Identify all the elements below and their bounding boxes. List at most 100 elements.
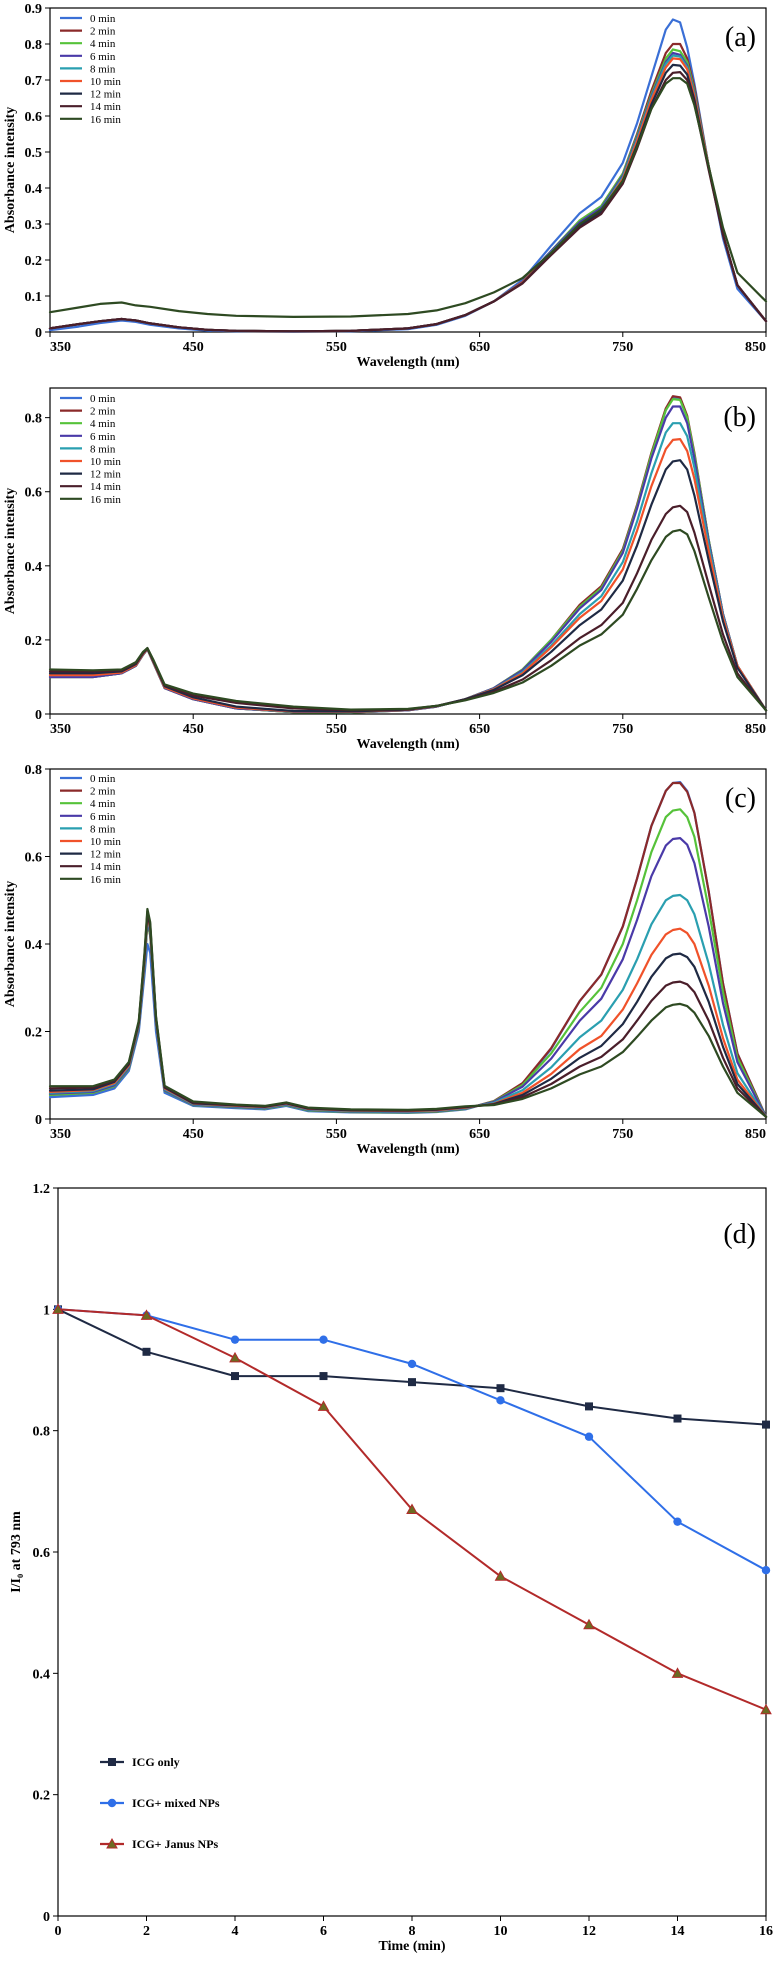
data-point [142, 1347, 151, 1356]
legend-label: 14 min [90, 101, 121, 113]
panel-a: 350 450 550 650 750 850 0 0.1 0.2 0.3 0.4 0.5 0.6 0.7… [3, 2, 768, 370]
data-point [673, 1414, 682, 1423]
data-point [408, 1378, 416, 1387]
y-tick-label: 0.4 [25, 560, 43, 575]
x-axis-label: Wavelength (nm) [356, 737, 459, 752]
x-tick-label: 450 [183, 1127, 204, 1142]
panel-label: (b) [723, 402, 756, 433]
x-tick-label: 16 [759, 1924, 773, 1939]
y-tick-label: 0.7 [25, 74, 43, 89]
legend-label: 4 min [90, 418, 116, 430]
series-line [48, 18, 768, 333]
x-tick-label: 550 [326, 1127, 347, 1142]
legend-label: 0 min [90, 393, 116, 405]
y-tick-label: 0.5 [25, 146, 43, 161]
data-point [761, 1566, 771, 1575]
legend-label: ICG only [132, 1755, 180, 1769]
y-tick-label: 0.6 [33, 1546, 51, 1561]
legend-label: ICG+ Janus NPs [132, 1837, 219, 1851]
x-tick-label: 550 [326, 340, 347, 355]
legend-label: 14 min [90, 481, 121, 493]
series-line [48, 70, 768, 333]
y-tick-label: 0.3 [25, 218, 43, 233]
legend-label: 4 min [90, 798, 116, 810]
y-tick-label: 0.4 [33, 1667, 51, 1682]
y-axis-label: Absorbance intensity [3, 881, 18, 1007]
x-tick-label: 10 [494, 1924, 508, 1939]
data-point [229, 1351, 241, 1363]
x-tick-label: 650 [469, 340, 490, 355]
series-line [48, 907, 768, 1118]
legend-label: 0 min [90, 13, 116, 25]
legend-label: 2 min [90, 26, 116, 38]
panel-label: (c) [725, 783, 756, 814]
legend-label: 6 min [90, 811, 116, 823]
data-point [317, 1400, 330, 1411]
panel-b: 350 450 550 650 750 850 0 0.2 0.4 0.6 0.8 Wavelengt… [3, 387, 768, 752]
legend-label: 8 min [90, 443, 116, 455]
y-tick-label: 0.8 [25, 38, 43, 53]
y-tick-label: 0.9 [25, 2, 43, 17]
x-tick-label: 650 [469, 1127, 490, 1142]
legend-label: 10 min [90, 456, 121, 468]
legend-label: 8 min [90, 823, 116, 835]
y-tick-label: 0 [35, 1113, 42, 1128]
y-tick-label: 1 [43, 1303, 50, 1318]
legend-marker [108, 1758, 116, 1766]
x-tick-label: 14 [671, 1924, 685, 1939]
y-tick-label: 0.1 [25, 290, 43, 305]
y-axis-label: I/I₀ at 793 nm [9, 1511, 24, 1593]
legend-label: 14 min [90, 861, 121, 873]
plot-frame [49, 387, 767, 715]
x-tick-label: 850 [745, 722, 766, 737]
y-tick-label: 0.6 [25, 110, 43, 125]
y-tick-label: 0.2 [33, 1789, 51, 1804]
x-tick-label: 6 [320, 1924, 327, 1939]
data-point [319, 1335, 328, 1344]
x-tick-label: 850 [745, 1127, 766, 1142]
y-tick-label: 0.8 [33, 1425, 51, 1440]
legend-marker [106, 1837, 118, 1849]
x-tick-label: 750 [612, 722, 633, 737]
data-point [673, 1517, 682, 1526]
y-axis-label: Absorbance intensity [3, 107, 18, 233]
x-tick-label: 12 [582, 1924, 596, 1939]
panel-c: 350 450 550 650 750 850 0 0.2 0.4 0.6 0.8 Wavelengt… [3, 763, 768, 1157]
legend-label: 16 min [90, 874, 121, 886]
panel-d: 0 2 4 6 8 10 12 14 16 0 0.2 0.4 0.6 0.8 1 1.2 Time (min)… [9, 1182, 773, 1954]
data-point [406, 1503, 418, 1515]
legend-label: 12 min [90, 849, 121, 861]
y-tick-label: 0.6 [25, 486, 43, 501]
data-point [585, 1402, 593, 1411]
legend-label: 0 min [90, 773, 116, 785]
legend-label: 6 min [90, 51, 116, 63]
x-tick-label: 8 [409, 1924, 416, 1939]
panel-label: (a) [725, 22, 756, 53]
x-axis-label: Time (min) [378, 1939, 445, 1954]
legend: ICG only ICG+ mixed NPs ICG+ Janus NPs [100, 1755, 220, 1851]
legend-label: 10 min [90, 836, 121, 848]
y-tick-label: 0.2 [25, 254, 43, 269]
data-point [319, 1372, 328, 1381]
series-line [48, 77, 768, 318]
x-tick-label: 450 [183, 722, 204, 737]
x-tick-label: 0 [55, 1924, 62, 1939]
data-point [584, 1432, 594, 1441]
panel-label: (d) [723, 1219, 756, 1250]
data-point [583, 1618, 595, 1630]
data-point [496, 1384, 505, 1393]
x-tick-label: 350 [50, 1127, 71, 1142]
data-point [407, 1359, 417, 1369]
y-axis-label: Absorbance intensity [3, 488, 18, 614]
legend-label: 12 min [90, 89, 121, 101]
x-tick-label: 450 [183, 340, 204, 355]
legend-label: 2 min [90, 406, 116, 418]
y-tick-label: 0.4 [25, 182, 43, 197]
x-axis-label: Wavelength (nm) [356, 355, 459, 370]
x-tick-label: 650 [469, 722, 490, 737]
y-tick-label: 0.8 [25, 412, 43, 427]
y-tick-label: 0.2 [25, 634, 43, 649]
series-line [48, 528, 768, 712]
